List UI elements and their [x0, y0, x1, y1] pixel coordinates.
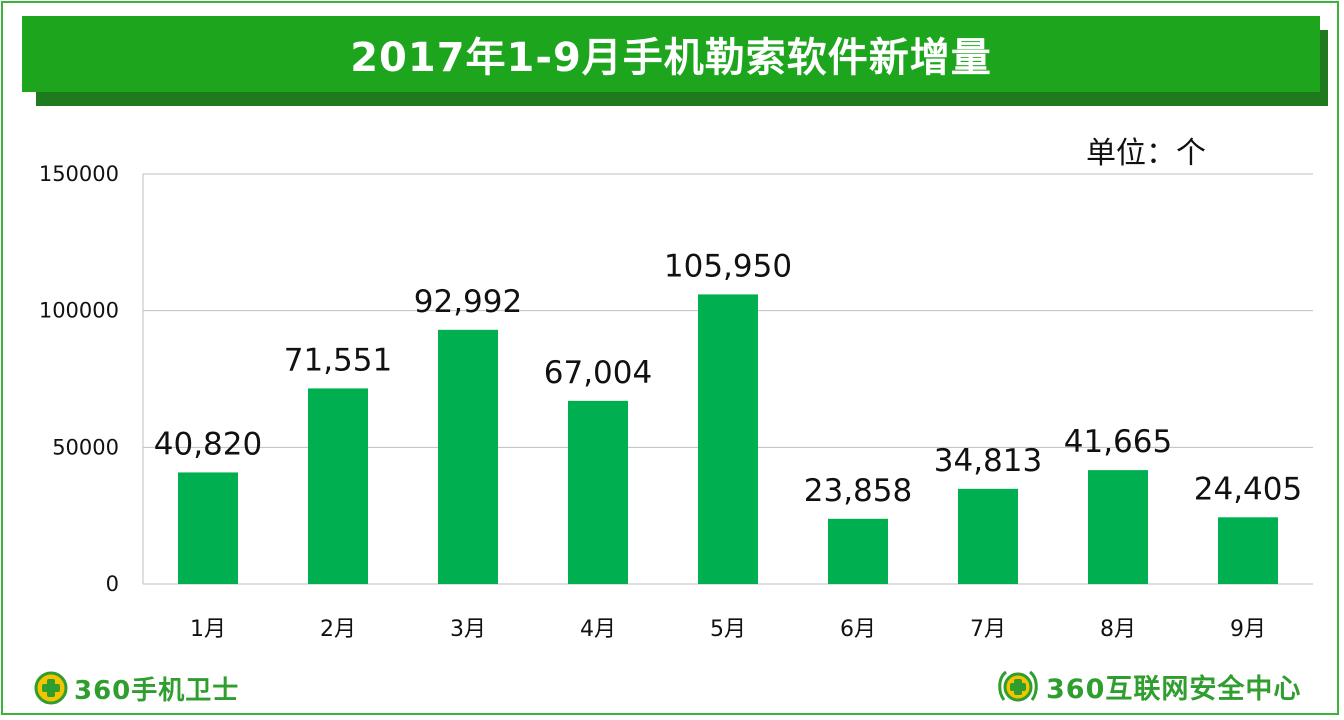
data-label: 24,405 [1194, 471, 1302, 507]
data-label: 23,858 [804, 473, 912, 509]
x-tick-label: 7月 [970, 617, 1006, 642]
360-security-center-logo-icon [998, 670, 1038, 702]
y-tick-label: 150000 [39, 162, 119, 186]
bar [568, 400, 628, 584]
data-label: 34,813 [934, 443, 1042, 479]
chart-title: 2017年1-9月手机勒索软件新增量 [350, 35, 992, 81]
footer-right-brand-text: 360互联网安全中心 [1046, 673, 1302, 705]
bar [958, 488, 1018, 584]
data-label: 92,992 [414, 284, 522, 320]
data-label: 71,551 [284, 342, 392, 378]
y-tick-label: 50000 [52, 435, 119, 459]
360-mobile-guard-logo-icon [34, 671, 68, 705]
x-tick-label: 3月 [450, 617, 486, 642]
title-bar: 2017年1-9月手机勒索软件新增量 [22, 16, 1320, 92]
bar [438, 329, 498, 584]
data-label: 67,004 [544, 355, 652, 391]
x-tick-label: 9月 [1230, 617, 1266, 642]
bar [698, 294, 758, 584]
y-tick-label: 100000 [39, 299, 119, 323]
footer-left-brand-text: 360手机卫士 [74, 675, 240, 706]
data-label: 40,820 [154, 426, 262, 462]
data-label: 41,665 [1064, 424, 1172, 460]
y-tick-label: 0 [106, 572, 119, 596]
bar [828, 518, 888, 584]
x-tick-label: 4月 [580, 617, 616, 642]
x-tick-label: 1月 [190, 617, 226, 642]
footer-right-brand: 360互联网安全中心 [996, 664, 1301, 708]
x-tick-label: 2月 [320, 617, 356, 642]
x-tick-label: 8月 [1100, 617, 1136, 642]
unit-label: 单位：个 [1086, 136, 1206, 171]
bar [1218, 517, 1278, 584]
bar [1088, 470, 1148, 584]
bar [308, 388, 368, 584]
x-tick-label: 6月 [840, 617, 876, 642]
data-label: 105,950 [664, 248, 792, 284]
bar [178, 472, 238, 584]
footer-left-brand: 360手机卫士 [34, 668, 239, 708]
x-tick-label: 5月 [710, 617, 746, 642]
